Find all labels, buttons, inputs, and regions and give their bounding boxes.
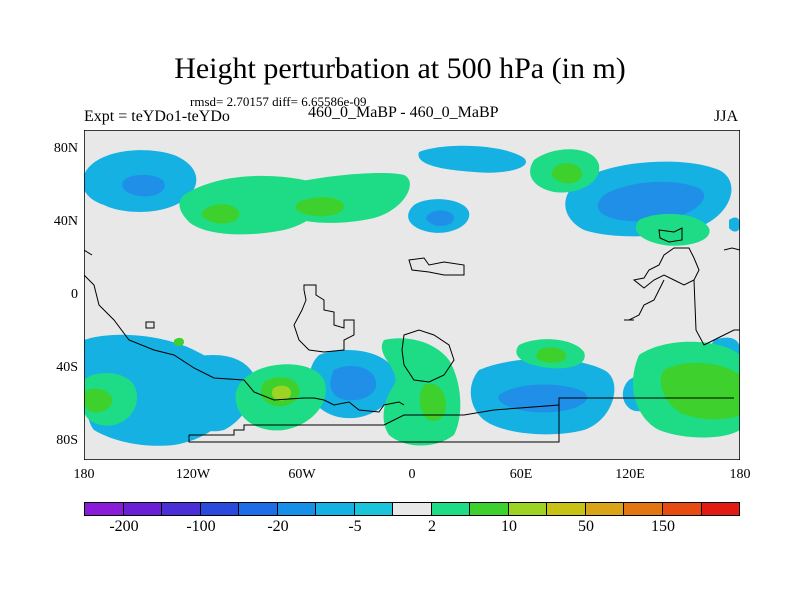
anomaly-blob — [330, 366, 377, 401]
colorbar-swatch — [354, 503, 394, 515]
colorbar-label: 50 — [578, 518, 594, 535]
lon-label: 60E — [509, 467, 533, 482]
colorbar-label: -200 — [109, 518, 139, 535]
anomaly-blob — [660, 362, 740, 420]
colorbar-swatch — [200, 503, 240, 515]
colorbar-swatch — [624, 503, 663, 515]
anomaly-blob — [84, 388, 113, 413]
anomaly-blob — [536, 347, 567, 363]
colorbar-swatch — [585, 503, 625, 515]
anomaly-blob — [271, 385, 292, 401]
anomaly-blob — [551, 163, 583, 184]
lon-label: 120E — [615, 467, 645, 482]
colorbar-label: -20 — [267, 518, 289, 535]
lat-label: 80S — [56, 433, 78, 448]
anomaly-blob — [597, 181, 705, 222]
anomaly-blob — [426, 210, 454, 226]
colorbar-label: -5 — [348, 518, 362, 535]
lon-label: 0 — [408, 467, 416, 482]
anomaly-blob — [418, 145, 526, 173]
lon-label: 180 — [729, 467, 751, 482]
experiment-label: Expt = teYDo1-teYDo — [84, 108, 230, 125]
colorbar-swatch — [508, 503, 548, 515]
stats-label: rmsd= 2.70157 diff= 6.65586e-09 — [190, 94, 367, 109]
lon-label: 60W — [288, 467, 316, 482]
lat-label: 40N — [53, 214, 78, 229]
anomaly-blob — [419, 383, 446, 422]
lat-label: 80N — [53, 141, 78, 156]
coastlines — [84, 227, 740, 443]
lon-label: 120W — [175, 467, 211, 482]
anomaly-blob — [295, 197, 345, 217]
anomaly-blob — [176, 355, 255, 432]
colorbar-swatch — [393, 503, 432, 515]
anomaly-blob — [662, 217, 697, 238]
anomaly-blob — [498, 384, 588, 413]
colorbar-swatch — [277, 503, 317, 515]
lon-label: 180 — [73, 467, 95, 482]
colorbar-label: 10 — [501, 518, 517, 535]
colorbar-label: 150 — [651, 518, 675, 535]
plot-title: Height perturbation at 500 hPa (in m) — [174, 52, 626, 85]
anomaly-blob — [174, 337, 184, 347]
case-label: 460_0_MaBP - 460_0_MaBP — [308, 104, 499, 121]
colorbar-swatch — [547, 503, 586, 515]
colorbar-swatch — [470, 503, 509, 515]
anomaly-blob — [122, 174, 165, 197]
colorbar-swatch — [162, 503, 201, 515]
colorbar-label: 2 — [428, 518, 436, 535]
lat-label: 40S — [56, 360, 78, 375]
anomaly-blob — [729, 217, 740, 232]
colorbar-label: -100 — [186, 518, 216, 535]
anomaly-blob — [201, 204, 240, 224]
colorbar-swatch — [123, 503, 163, 515]
colorbar-swatch — [239, 503, 278, 515]
colorbar-swatch — [85, 503, 124, 515]
colorbar-swatch — [431, 503, 471, 515]
season-label: JJA — [714, 108, 739, 125]
colorbar-swatch — [701, 503, 740, 515]
contour-map — [84, 130, 740, 460]
colorbar-swatch — [316, 503, 355, 515]
lat-label: 0 — [71, 287, 78, 302]
colorbar — [84, 502, 740, 516]
colorbar-swatch — [662, 503, 702, 515]
